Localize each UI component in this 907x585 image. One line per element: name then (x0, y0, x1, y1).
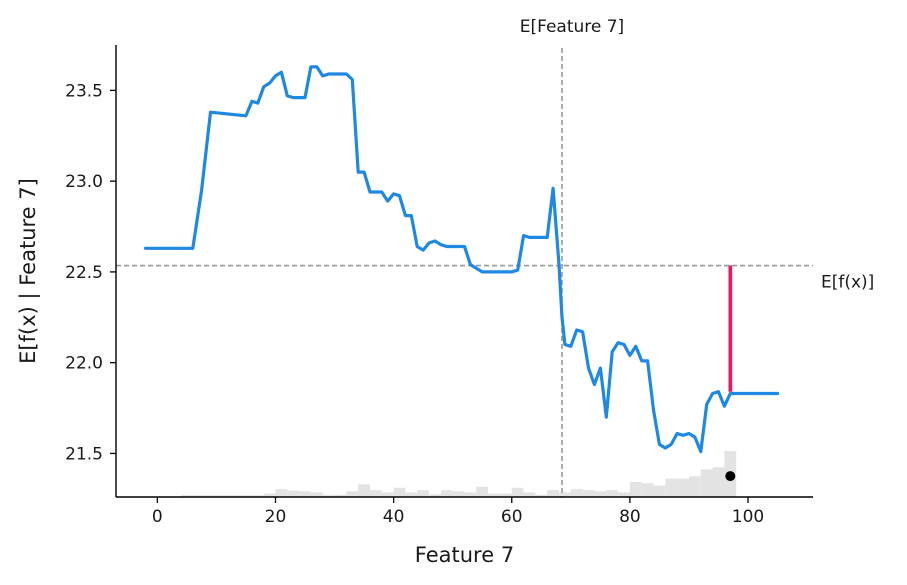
histogram-bar (216, 495, 229, 497)
histogram-bar (535, 494, 548, 497)
y-tick-label: 22.0 (65, 354, 103, 374)
histogram-bar (677, 478, 689, 497)
y-tick-label: 23.5 (65, 81, 103, 101)
y-tick-label: 23.0 (65, 172, 103, 192)
histogram-bar (547, 490, 560, 497)
histogram-bar (263, 493, 276, 497)
histogram-bar (180, 495, 193, 497)
histogram-bar (346, 491, 359, 497)
histogram-bar (204, 495, 217, 497)
histogram-bar (405, 492, 418, 497)
histogram-bar (334, 494, 347, 497)
histogram-bar (310, 492, 323, 497)
histogram-bar (488, 493, 500, 497)
histogram-bar (192, 495, 205, 497)
histogram-bar (523, 492, 536, 497)
histogram-bar (559, 492, 571, 497)
histogram-bar (570, 488, 583, 497)
x-tick-label: 60 (501, 507, 523, 527)
histogram-bar (688, 476, 701, 497)
histogram-bar (582, 490, 595, 497)
highlight-point (725, 471, 736, 482)
series-layer (143, 65, 780, 454)
x-tick-label: 80 (619, 507, 641, 527)
labels: Feature 7 E[f(x) | Feature 7] E[Feature … (16, 17, 874, 567)
histogram (180, 451, 737, 497)
histogram-bar (358, 484, 370, 497)
histogram-bar (287, 490, 300, 497)
x-tick-label: 40 (383, 507, 405, 527)
histogram-bar (393, 487, 406, 497)
histogram-bar (606, 490, 619, 497)
histogram-bar (240, 495, 252, 497)
histogram-bar (369, 490, 382, 497)
histogram-bar (653, 485, 666, 497)
expected-value-label: E[f(x)] (821, 273, 874, 293)
highlight-layer (725, 265, 736, 482)
histogram-bar (618, 492, 630, 497)
expected-feature-label: E[Feature 7] (520, 17, 624, 37)
histogram-bar (464, 492, 477, 497)
x-tick-label: 20 (265, 507, 287, 527)
reference-lines (116, 48, 813, 497)
histogram-bar (381, 492, 394, 497)
histogram-bar (641, 483, 654, 497)
histogram-bar (700, 469, 713, 497)
x-axis-label: Feature 7 (415, 543, 514, 567)
histogram-bar (275, 488, 288, 497)
histogram-bar (251, 495, 264, 497)
histogram-bar (440, 490, 453, 497)
x-tick-label: 0 (152, 507, 163, 527)
axes: 0 20 40 60 80 100 21.5 22.0 22.5 23.0 23.5 (65, 45, 813, 527)
y-tick-label: 22.5 (65, 263, 103, 283)
histogram-bar (511, 487, 524, 497)
y-axis-label: E[f(x) | Feature 7] (16, 178, 41, 364)
histogram-bar (299, 491, 311, 497)
series-line-0 (143, 65, 780, 454)
histogram-bar (499, 493, 512, 497)
histogram-bar (452, 491, 465, 497)
y-tick-label: 21.5 (65, 444, 103, 464)
histogram-bar (476, 486, 489, 497)
histogram-bar (712, 467, 725, 497)
histogram-bar (629, 482, 642, 497)
histogram-bar (228, 495, 241, 497)
histogram-bar (429, 494, 441, 497)
histogram-bar (665, 478, 678, 497)
histogram-bar (594, 491, 607, 497)
histogram-bar (417, 490, 430, 497)
histogram-bar (322, 495, 335, 497)
x-tick-label: 100 (732, 507, 764, 527)
